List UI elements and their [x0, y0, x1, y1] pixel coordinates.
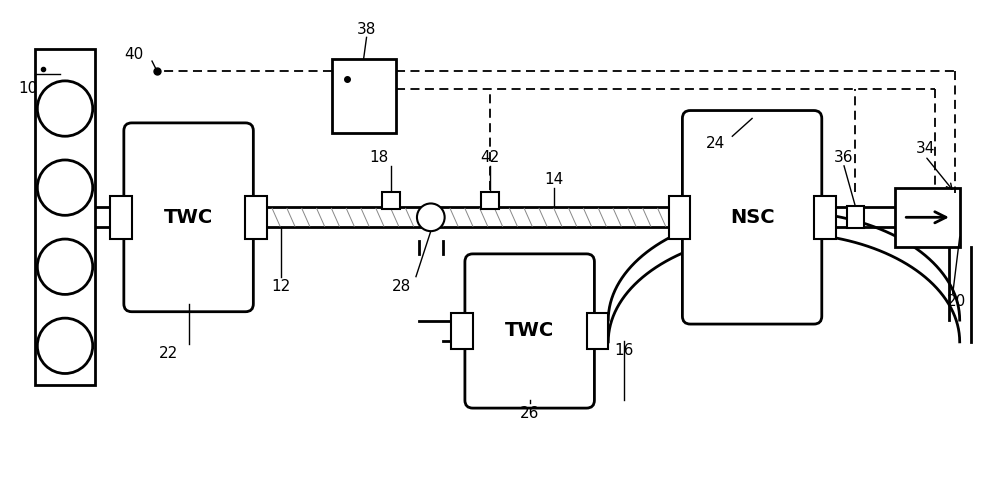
FancyBboxPatch shape	[814, 196, 836, 239]
FancyBboxPatch shape	[332, 59, 396, 133]
Circle shape	[37, 318, 93, 374]
Text: 18: 18	[370, 150, 389, 166]
Circle shape	[37, 81, 93, 136]
FancyBboxPatch shape	[895, 187, 960, 247]
FancyBboxPatch shape	[245, 196, 267, 239]
FancyBboxPatch shape	[669, 196, 690, 239]
Circle shape	[417, 204, 445, 231]
Text: TWC: TWC	[505, 321, 554, 340]
FancyBboxPatch shape	[682, 111, 822, 324]
FancyBboxPatch shape	[847, 206, 864, 228]
FancyBboxPatch shape	[481, 191, 499, 209]
Text: TWC: TWC	[164, 208, 213, 227]
Text: 34: 34	[915, 141, 935, 156]
FancyBboxPatch shape	[451, 313, 473, 349]
Text: 10: 10	[18, 81, 37, 96]
Text: 40: 40	[125, 47, 144, 62]
Text: 16: 16	[614, 343, 633, 358]
Circle shape	[37, 239, 93, 295]
FancyBboxPatch shape	[124, 123, 253, 312]
Text: 38: 38	[357, 22, 376, 37]
Text: 26: 26	[520, 406, 539, 421]
Text: 14: 14	[545, 172, 564, 187]
Text: 24: 24	[706, 136, 725, 150]
FancyBboxPatch shape	[465, 254, 594, 408]
FancyBboxPatch shape	[587, 313, 608, 349]
Text: 36: 36	[834, 150, 854, 166]
FancyBboxPatch shape	[110, 196, 132, 239]
Text: NSC: NSC	[730, 208, 774, 227]
Text: 20: 20	[947, 294, 966, 309]
Circle shape	[37, 160, 93, 215]
FancyBboxPatch shape	[35, 49, 95, 385]
Text: 28: 28	[392, 279, 411, 294]
FancyBboxPatch shape	[382, 191, 400, 209]
Text: 42: 42	[480, 150, 500, 166]
Text: 22: 22	[159, 346, 178, 361]
Text: 12: 12	[271, 279, 290, 294]
